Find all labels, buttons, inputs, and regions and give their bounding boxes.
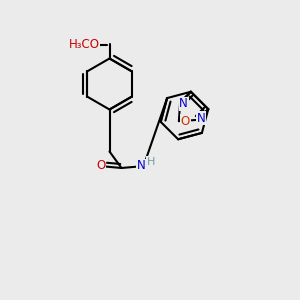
Text: N: N [136,159,146,172]
Text: O: O [181,115,190,128]
Text: N: N [197,112,206,125]
Text: H: H [147,157,155,167]
Text: O: O [97,159,106,172]
Text: N: N [179,98,188,110]
Text: H₃CO: H₃CO [68,38,100,52]
